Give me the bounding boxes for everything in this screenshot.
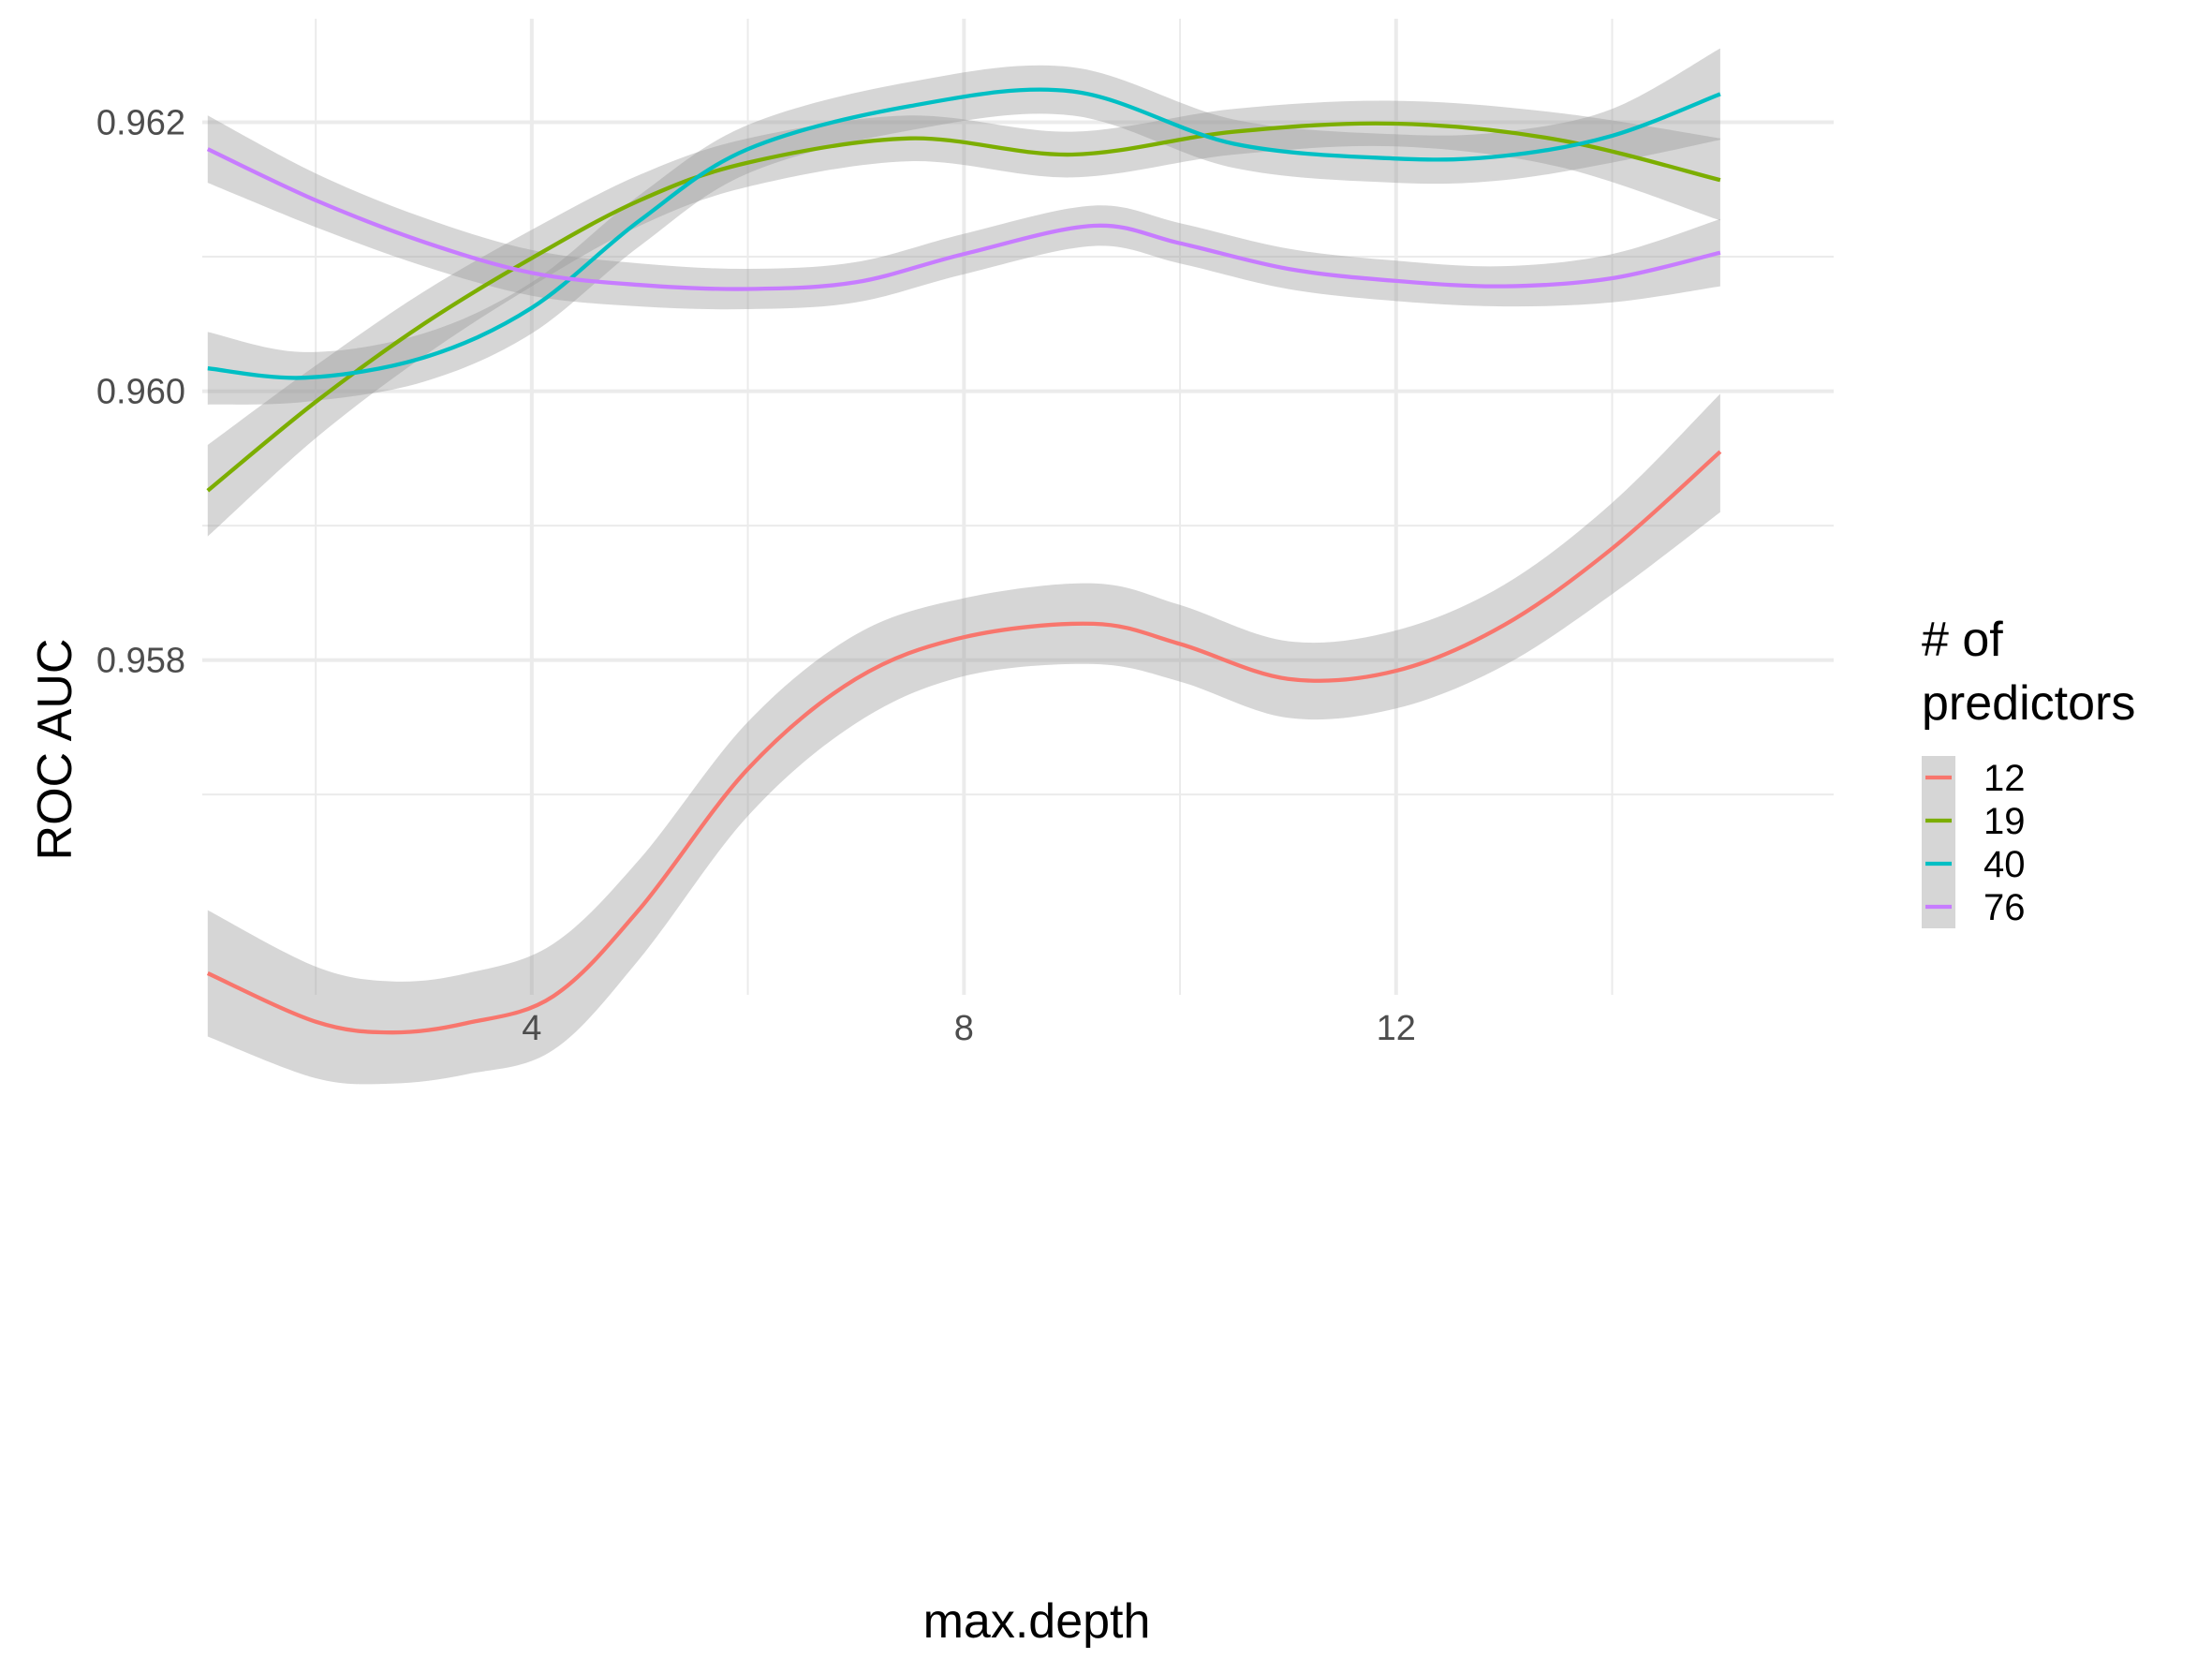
legend-title-line-1: # of: [1922, 613, 2003, 667]
x-axis-ticks: 4 8 12: [522, 1009, 1416, 1048]
y-tick-label: 0.960: [96, 373, 185, 412]
x-axis-title: max.depth: [923, 1594, 1151, 1649]
grid-major: [202, 19, 1834, 995]
series-lines: [206, 87, 1722, 1035]
series-line-40: [207, 87, 1721, 380]
confidence-band-76: [207, 115, 1720, 310]
legend-label-19: 19: [1983, 801, 2026, 842]
legend-label-76: 76: [1983, 887, 2026, 928]
legend-label-40: 40: [1983, 844, 2026, 885]
legend-label-12: 12: [1983, 758, 2026, 799]
legend-title-line-2: predictors: [1922, 676, 2135, 731]
y-axis-ticks: 0.958 0.960 0.962: [96, 104, 185, 681]
y-tick-label: 0.958: [96, 642, 185, 681]
confidence-band-12: [207, 393, 1720, 1085]
series-line-76: [206, 147, 1721, 291]
y-axis-title: ROC AUC: [28, 639, 82, 861]
confidence-band-40: [207, 48, 1720, 405]
y-tick-label: 0.962: [96, 104, 185, 143]
confidence-bands: [207, 48, 1720, 1085]
series-line-19: [206, 121, 1721, 493]
confidence-band-19: [207, 100, 1720, 537]
series-line-12: [206, 450, 1722, 1035]
x-tick-label: 12: [1377, 1009, 1416, 1048]
x-tick-label: 4: [522, 1009, 541, 1048]
x-tick-label: 8: [954, 1009, 974, 1048]
